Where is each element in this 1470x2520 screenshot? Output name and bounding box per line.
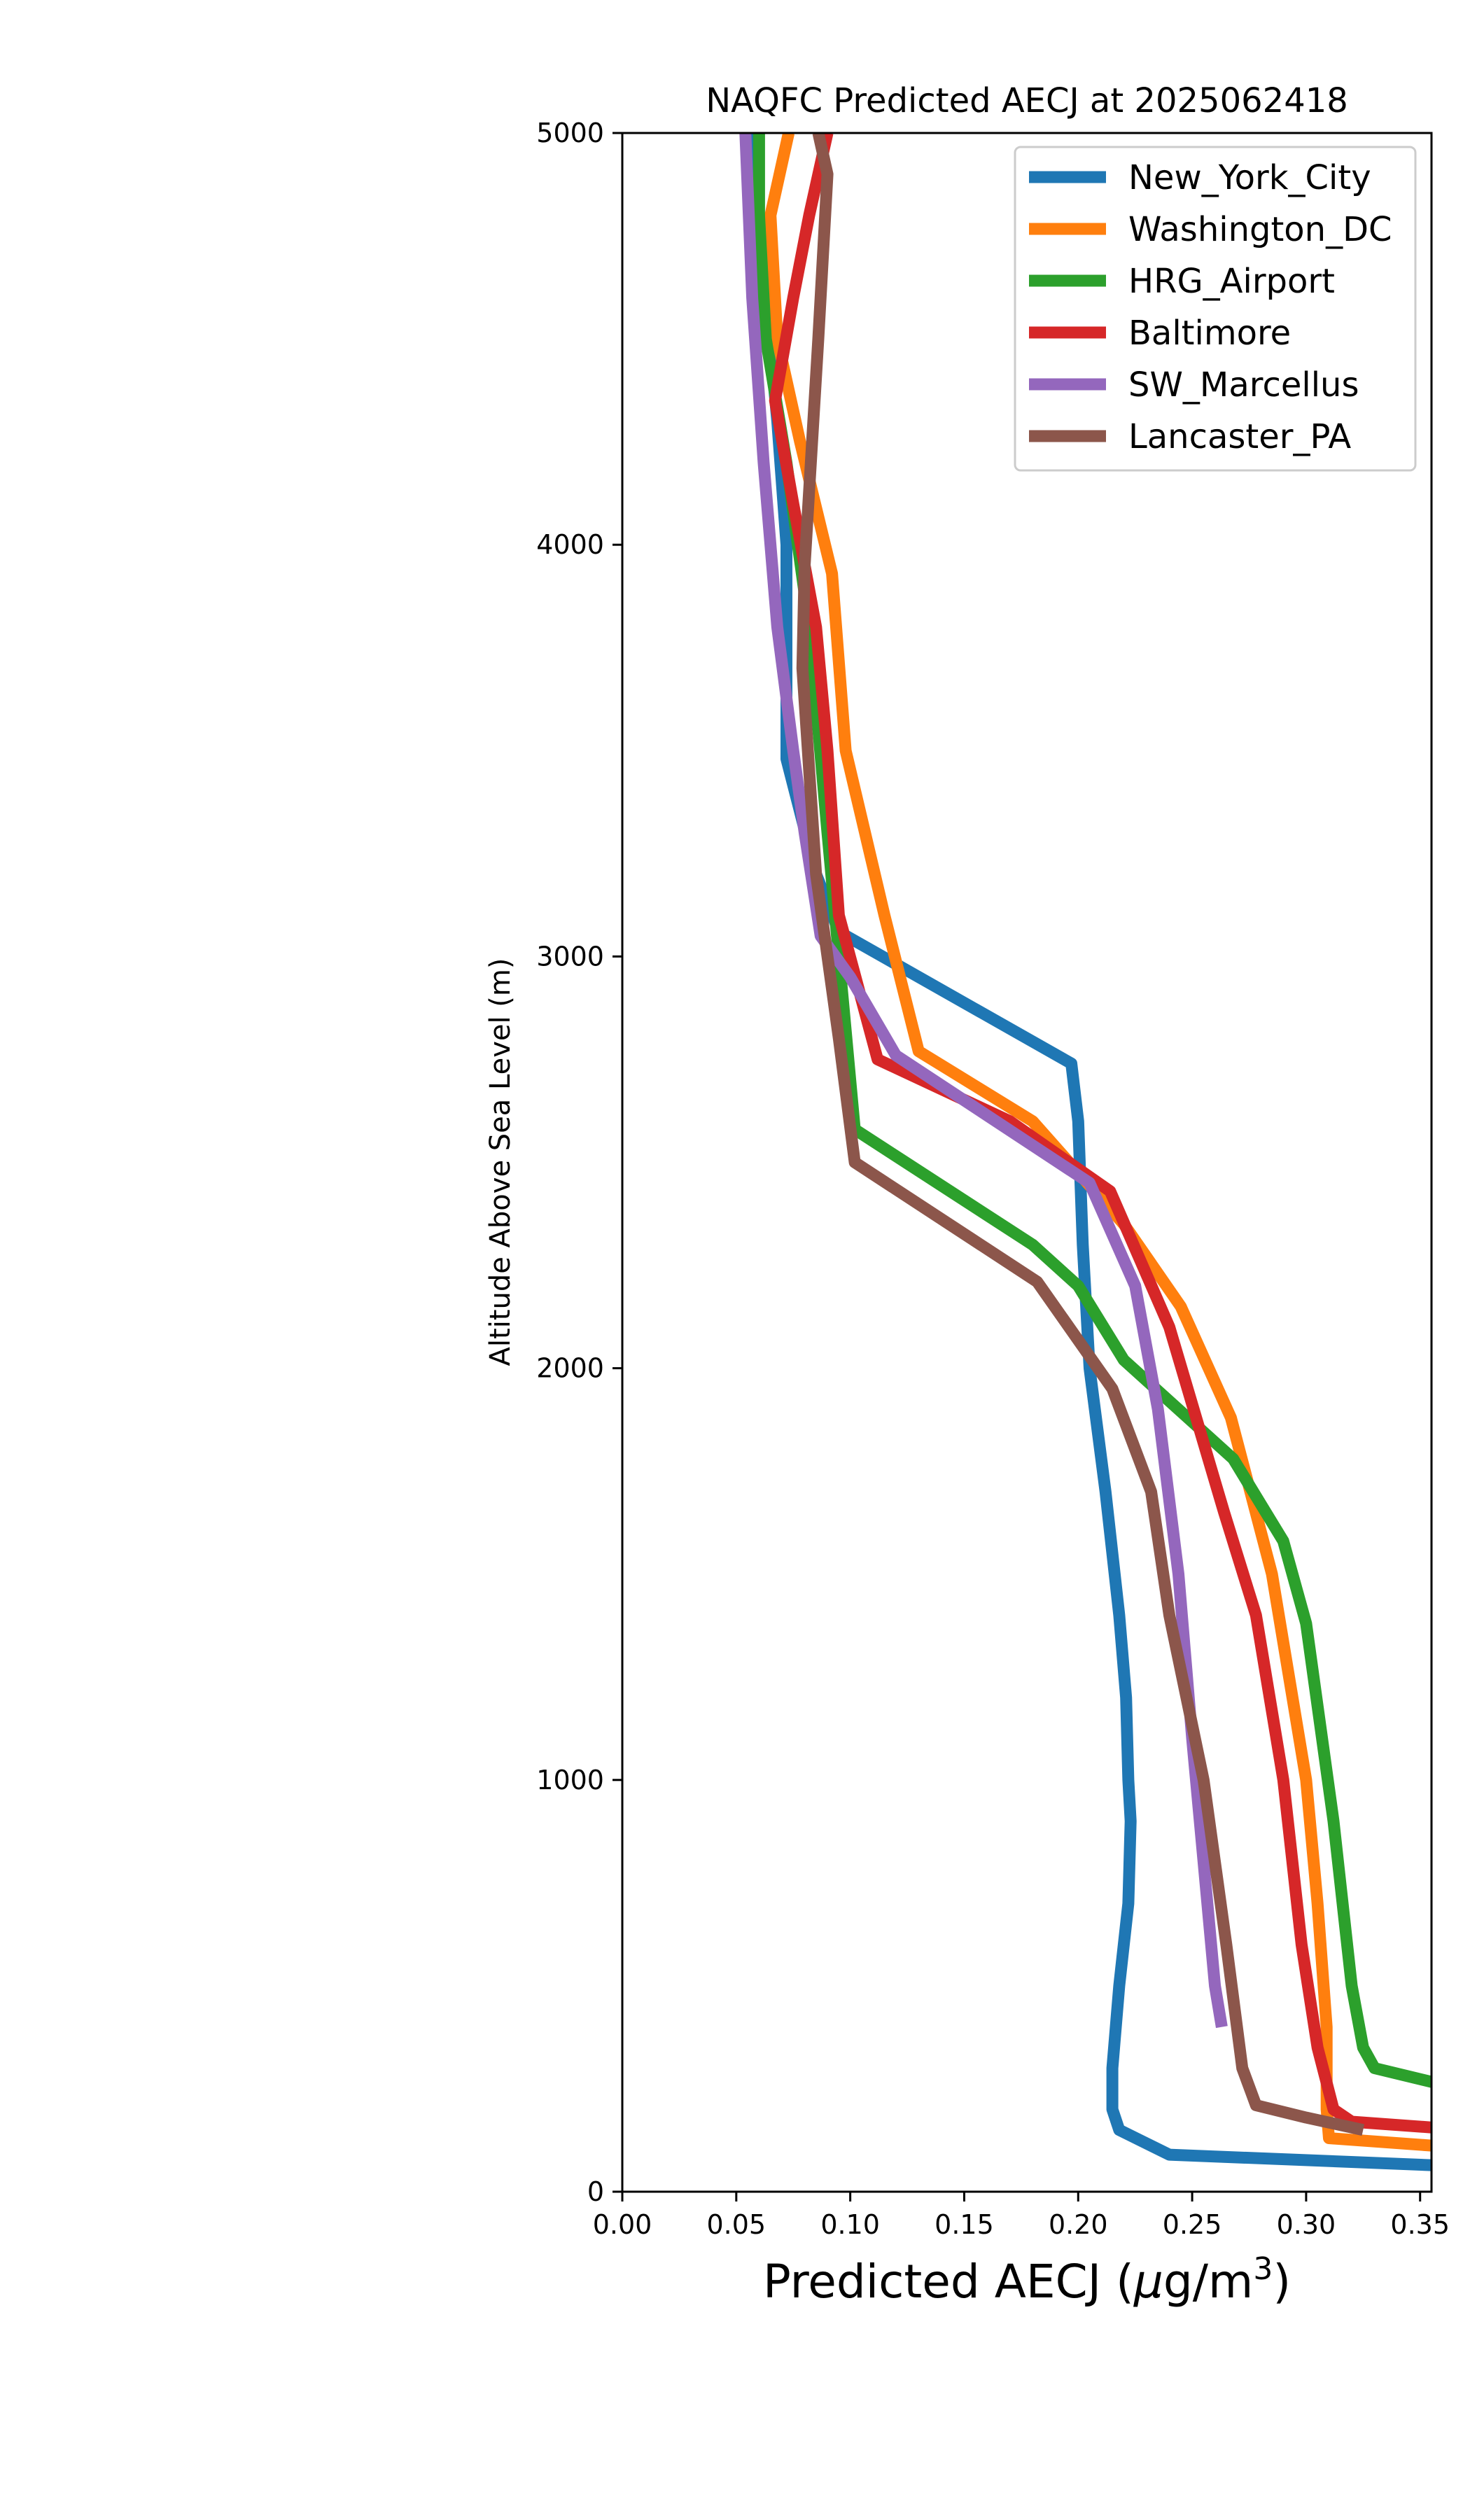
series-line-sw-marcellus xyxy=(739,133,1228,2029)
x-tick-label: 0.05 xyxy=(707,2209,766,2240)
series-line-baltimore xyxy=(769,133,1432,2134)
y-tick-label: 3000 xyxy=(536,941,604,972)
x-tick-label: 0.20 xyxy=(1049,2209,1108,2240)
y-tick-label: 5000 xyxy=(536,118,604,148)
legend-frame xyxy=(1014,146,1417,472)
legend: New_York_City Washington_DC HRG_Airport Bal… xyxy=(1014,146,1417,472)
series-line-lancaster-pa xyxy=(796,133,1365,2136)
legend-label-sw-marcellus: SW_Marcellus xyxy=(1128,365,1359,405)
x-axis-label: Predicted AECJ (μg/m3) xyxy=(763,2251,1291,2309)
y-tick-label: 1000 xyxy=(536,1765,604,1795)
series-line-new-york-city xyxy=(741,133,1432,2171)
y-axis: 0 1000 2000 3000 4000 5000 xyxy=(536,118,622,2207)
chart-title: NAQFC Predicted AECJ at 2025062418 xyxy=(706,81,1348,120)
y-tick-label: 2000 xyxy=(536,1353,604,1384)
legend-label-hrg-airport: HRG_Airport xyxy=(1128,262,1335,301)
series-layer xyxy=(739,133,1432,2171)
legend-label-lancaster-pa: Lancaster_PA xyxy=(1128,417,1351,456)
x-tick-label: 0.35 xyxy=(1390,2209,1450,2240)
x-tick-label: 0.15 xyxy=(934,2209,994,2240)
x-tick-label: 0.00 xyxy=(593,2209,652,2240)
plot-frame xyxy=(621,132,1433,2193)
x-tick-label: 0.25 xyxy=(1163,2209,1222,2240)
legend-label-baltimore: Baltimore xyxy=(1128,314,1291,353)
x-tick-label: 0.10 xyxy=(820,2209,880,2240)
legend-label-new-york-city: New_York_City xyxy=(1128,158,1371,197)
y-axis-label: Altitude Above Sea Level (m) xyxy=(484,958,517,1366)
x-axis: 0.00 0.05 0.10 0.15 0.20 0.25 0.30 0.35 xyxy=(593,2192,1450,2240)
y-tick-label: 4000 xyxy=(536,529,604,560)
legend-label-washington-dc: Washington_DC xyxy=(1128,210,1392,249)
x-tick-label: 0.30 xyxy=(1277,2209,1336,2240)
y-tick-label: 0 xyxy=(587,2176,604,2207)
